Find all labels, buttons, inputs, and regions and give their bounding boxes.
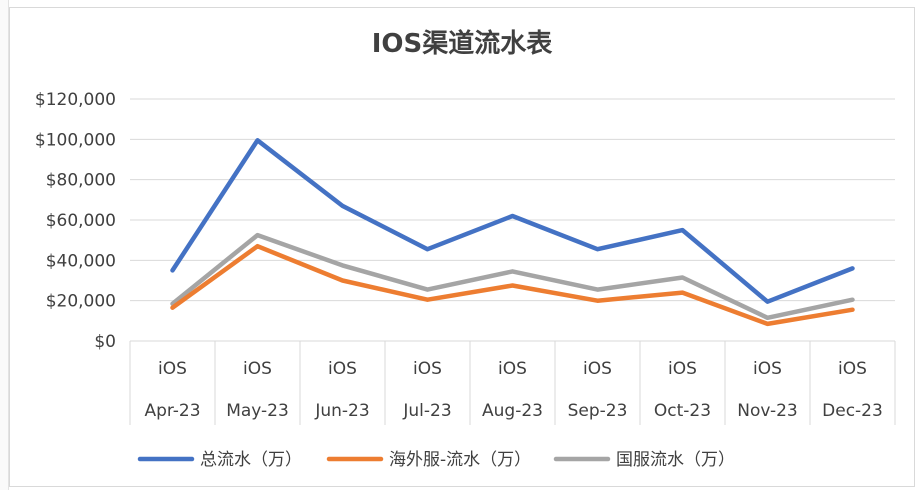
x-tick-group-label: iOS: [668, 359, 697, 379]
gridlines: [130, 98, 895, 342]
x-tick-label: Aug-23: [482, 401, 543, 421]
series-line: [170, 138, 855, 304]
y-tick-label: $0: [94, 332, 116, 352]
y-tick-label: $100,000: [35, 130, 116, 150]
y-tick-label: $40,000: [46, 251, 116, 271]
x-tick-label: Nov-23: [737, 401, 798, 421]
y-tick-label: $80,000: [46, 171, 116, 191]
sheet-row-edge: [0, 0, 9, 490]
y-axis: $0 $20,000 $40,000 $60,000 $80,000 $100,000 $1…: [35, 90, 116, 352]
plot-lines: [170, 138, 855, 327]
x-tick-group-label: iOS: [838, 359, 867, 379]
legend-label: 总流水（万）: [200, 450, 302, 470]
y-tick-label: $20,000: [46, 292, 116, 312]
chart-title: IOS渠道流水表: [372, 28, 554, 59]
x-tick-label: Jun-23: [314, 401, 369, 421]
x-tick-label: Dec-23: [822, 401, 883, 421]
x-tick-label: May-23: [226, 401, 289, 421]
series-line: [170, 243, 855, 327]
x-tick-group-label: iOS: [328, 359, 357, 379]
chart-area[interactable]: [9, 7, 915, 487]
legend-label: 海外服-流水（万）: [389, 450, 531, 470]
x-tick-group-label: iOS: [498, 359, 527, 379]
x-tick-label: Sep-23: [568, 401, 628, 421]
y-tick-label: $60,000: [46, 211, 116, 231]
x-tick-label: Oct-23: [654, 401, 711, 421]
x-tick-group-label: iOS: [243, 359, 272, 379]
x-tick-group-label: iOS: [413, 359, 442, 379]
x-tick-group-label: iOS: [583, 359, 612, 379]
legend-label: 国服流水（万）: [616, 450, 735, 470]
y-tick-label: $120,000: [35, 90, 116, 110]
series-line: [170, 232, 855, 321]
x-axis: iOS Apr-23 iOS May-23 iOS Jun-23 iOS Jul-23 iOS A…: [129, 341, 896, 425]
x-tick-label: Apr-23: [144, 401, 200, 421]
x-tick-group-label: iOS: [158, 359, 187, 379]
x-tick-group-label: iOS: [753, 359, 782, 379]
legend: 总流水（万） 海外服-流水（万） 国服流水（万）: [137, 450, 735, 470]
x-tick-label: Jul-23: [402, 401, 451, 421]
